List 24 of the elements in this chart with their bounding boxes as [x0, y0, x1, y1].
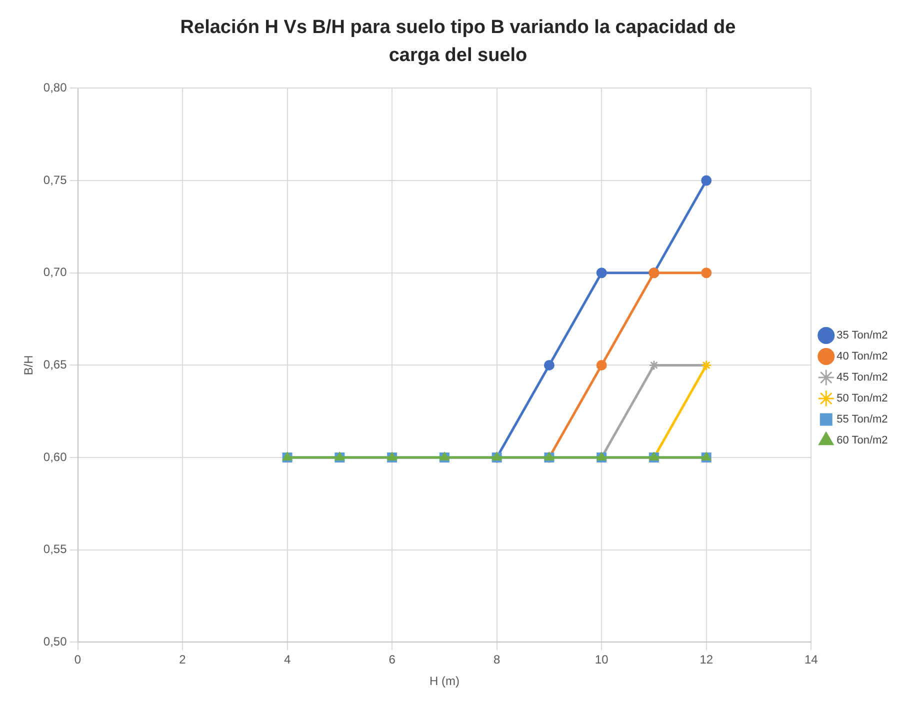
- legend-label: 40 Ton/m2: [836, 350, 888, 363]
- x-tick-label: 4: [284, 652, 291, 667]
- y-tick-label: 0,80: [43, 80, 68, 95]
- y-tick-label: 0,65: [43, 358, 68, 372]
- x-tick-label: 10: [594, 652, 609, 667]
- legend-label: 45 Ton/m2: [836, 372, 888, 384]
- y-tick-label: 0,60: [43, 450, 68, 464]
- y-tick-label: 0,75: [43, 172, 68, 187]
- legend-label: 50 Ton/m2: [836, 392, 888, 405]
- x-tick-label: 6: [388, 652, 396, 667]
- x-tick-label: 14: [804, 652, 818, 667]
- y-tick-label: 0,50: [43, 634, 68, 649]
- x-tick-label: 8: [493, 652, 500, 667]
- x-axis-title: H (m): [429, 674, 460, 688]
- legend-label: 55 Ton/m2: [836, 414, 888, 426]
- x-tick-label: 0: [74, 652, 82, 667]
- chart-title: Relación H Vs B/H para suelo tipo B variando la capacidad de carga del suelo: [179, 16, 737, 68]
- y-tick-label: 0,70: [43, 265, 68, 280]
- legend-label: 35 Ton/m2: [836, 330, 888, 342]
- x-tick-label: 2: [179, 652, 186, 667]
- legend-label: 60 Ton/m2: [836, 434, 888, 447]
- y-axis-title: B/H: [22, 355, 36, 376]
- y-tick-label: 0,55: [43, 542, 68, 556]
- x-tick-label: 12: [700, 652, 714, 667]
